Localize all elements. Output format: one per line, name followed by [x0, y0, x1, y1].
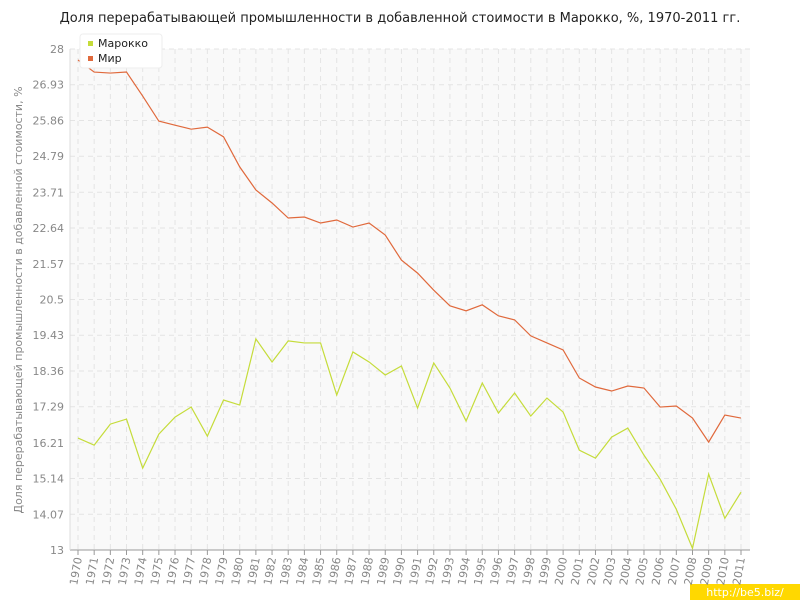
watermark: http://be5.biz/: [706, 586, 784, 599]
x-tick-label: 1974: [132, 556, 150, 586]
x-tick-label: 1990: [391, 556, 409, 586]
y-tick-label: 23.71: [33, 186, 65, 199]
x-tick-label: 1982: [261, 556, 279, 586]
x-tick-label: 1971: [83, 556, 101, 586]
x-tick-label: 1998: [520, 556, 538, 586]
y-tick-label: 24.79: [33, 150, 65, 163]
x-tick-label: 1984: [294, 556, 312, 586]
x-tick-label: 1991: [407, 556, 425, 586]
y-tick-label: 15.14: [33, 473, 65, 486]
x-tick-label: 2011: [730, 556, 748, 586]
x-tick-label: 2000: [552, 556, 570, 586]
x-tick-label: 1978: [197, 556, 215, 586]
x-tick-label: 1979: [213, 556, 231, 586]
x-tick-label: 2002: [585, 556, 603, 586]
y-tick-label: 22.64: [33, 222, 65, 235]
x-tick-label: 1999: [536, 556, 554, 586]
y-tick-label: 14.07: [33, 508, 65, 521]
y-tick-label: 26.93: [33, 79, 65, 92]
x-tick-label: 2001: [569, 556, 587, 586]
plot-area: [70, 49, 750, 550]
x-tick-label: 1972: [100, 556, 118, 586]
x-tick-label: 2005: [633, 556, 651, 586]
y-tick-label: 13: [50, 544, 64, 557]
y-tick-label: 28: [50, 43, 64, 56]
x-tick-label: 2009: [698, 556, 716, 586]
x-tick-label: 1987: [342, 556, 360, 586]
x-tick-label: 1996: [488, 556, 506, 586]
x-tick-label: 2010: [714, 556, 732, 586]
legend-label: Марокко: [98, 37, 148, 50]
y-tick-label: 16.21: [33, 437, 65, 450]
y-axis-label: Доля перерабатывающей промышленности в д…: [12, 86, 25, 513]
x-tick-label: 2006: [649, 556, 667, 586]
x-tick-label: 2003: [601, 556, 619, 586]
x-tick-label: 1993: [439, 556, 457, 586]
y-tick-label: 21.57: [33, 258, 65, 271]
x-tick-label: 1980: [229, 556, 247, 586]
y-tick-label: 19.43: [33, 329, 65, 342]
x-tick-label: 1970: [67, 556, 85, 586]
chart-title: Доля перерабатывающей промышленности в д…: [60, 11, 741, 26]
x-tick-label: 1994: [455, 556, 473, 586]
x-tick-label: 1992: [423, 556, 441, 586]
x-tick-label: 1975: [148, 556, 166, 586]
x-tick-label: 2004: [617, 556, 635, 586]
y-tick-label: 17.29: [33, 401, 65, 414]
y-tick-label: 18.36: [33, 365, 65, 378]
x-tick-label: 1976: [164, 556, 182, 586]
legend-label: Мир: [98, 52, 122, 65]
series-line: [77, 337, 742, 551]
x-tick-label: 1988: [358, 556, 376, 586]
series-line: [77, 59, 742, 444]
legend-swatch: [88, 41, 93, 46]
x-tick-label: 1997: [504, 556, 522, 586]
x-tick-label: 1981: [245, 556, 263, 586]
legend-swatch: [88, 56, 93, 61]
x-tick-label: 1973: [116, 556, 134, 586]
watermark-box: [690, 584, 800, 600]
y-tick-label: 25.86: [33, 114, 65, 127]
x-tick-label: 1989: [375, 556, 393, 586]
y-tick-label: 20.5: [40, 294, 65, 307]
x-tick-label: 1983: [278, 556, 296, 586]
x-tick-label: 2008: [682, 556, 700, 586]
x-tick-label: 1985: [310, 556, 328, 586]
x-tick-label: 2007: [666, 556, 684, 586]
x-tick-label: 1995: [472, 556, 490, 586]
x-tick-label: 1977: [180, 556, 198, 586]
legend-box: [79, 33, 163, 69]
x-tick-label: 1986: [326, 556, 344, 586]
